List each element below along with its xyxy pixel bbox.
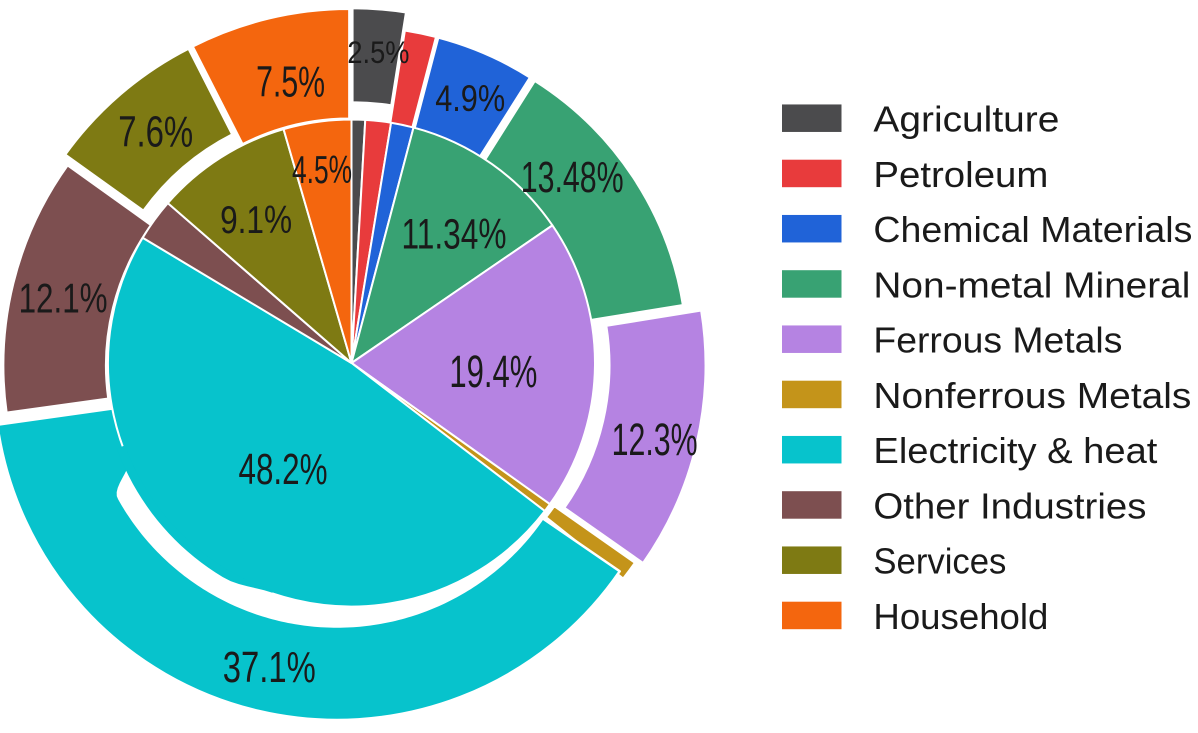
svg-text:4.9%: 4.9% bbox=[435, 78, 505, 119]
svg-text:13.48%: 13.48% bbox=[521, 153, 624, 202]
svg-text:Non-metal Mineral: Non-metal Mineral bbox=[873, 264, 1190, 305]
svg-text:7.5%: 7.5% bbox=[256, 58, 325, 107]
svg-text:19.4%: 19.4% bbox=[449, 346, 537, 397]
svg-text:4.5%: 4.5% bbox=[292, 149, 352, 192]
svg-text:Chemical Materials: Chemical Materials bbox=[873, 209, 1192, 250]
svg-text:11.34%: 11.34% bbox=[402, 211, 507, 259]
svg-text:Nonferrous Metals: Nonferrous Metals bbox=[873, 375, 1191, 416]
svg-text:Ferrous Metals: Ferrous Metals bbox=[873, 320, 1122, 361]
svg-text:12.1%: 12.1% bbox=[19, 275, 108, 322]
svg-text:7.6%: 7.6% bbox=[118, 108, 193, 157]
svg-text:Petroleum: Petroleum bbox=[873, 154, 1048, 195]
svg-text:Household: Household bbox=[873, 596, 1048, 637]
svg-text:37.1%: 37.1% bbox=[223, 644, 316, 692]
svg-text:2.5%: 2.5% bbox=[347, 34, 409, 70]
svg-text:Electricity & heat: Electricity & heat bbox=[873, 430, 1157, 471]
svg-text:Other Industries: Other Industries bbox=[873, 485, 1146, 526]
svg-text:Agriculture: Agriculture bbox=[873, 99, 1059, 140]
svg-text:Services: Services bbox=[873, 541, 1006, 582]
svg-text:9.1%: 9.1% bbox=[220, 199, 292, 242]
svg-text:12.3%: 12.3% bbox=[612, 414, 698, 465]
svg-text:48.2%: 48.2% bbox=[239, 446, 328, 494]
